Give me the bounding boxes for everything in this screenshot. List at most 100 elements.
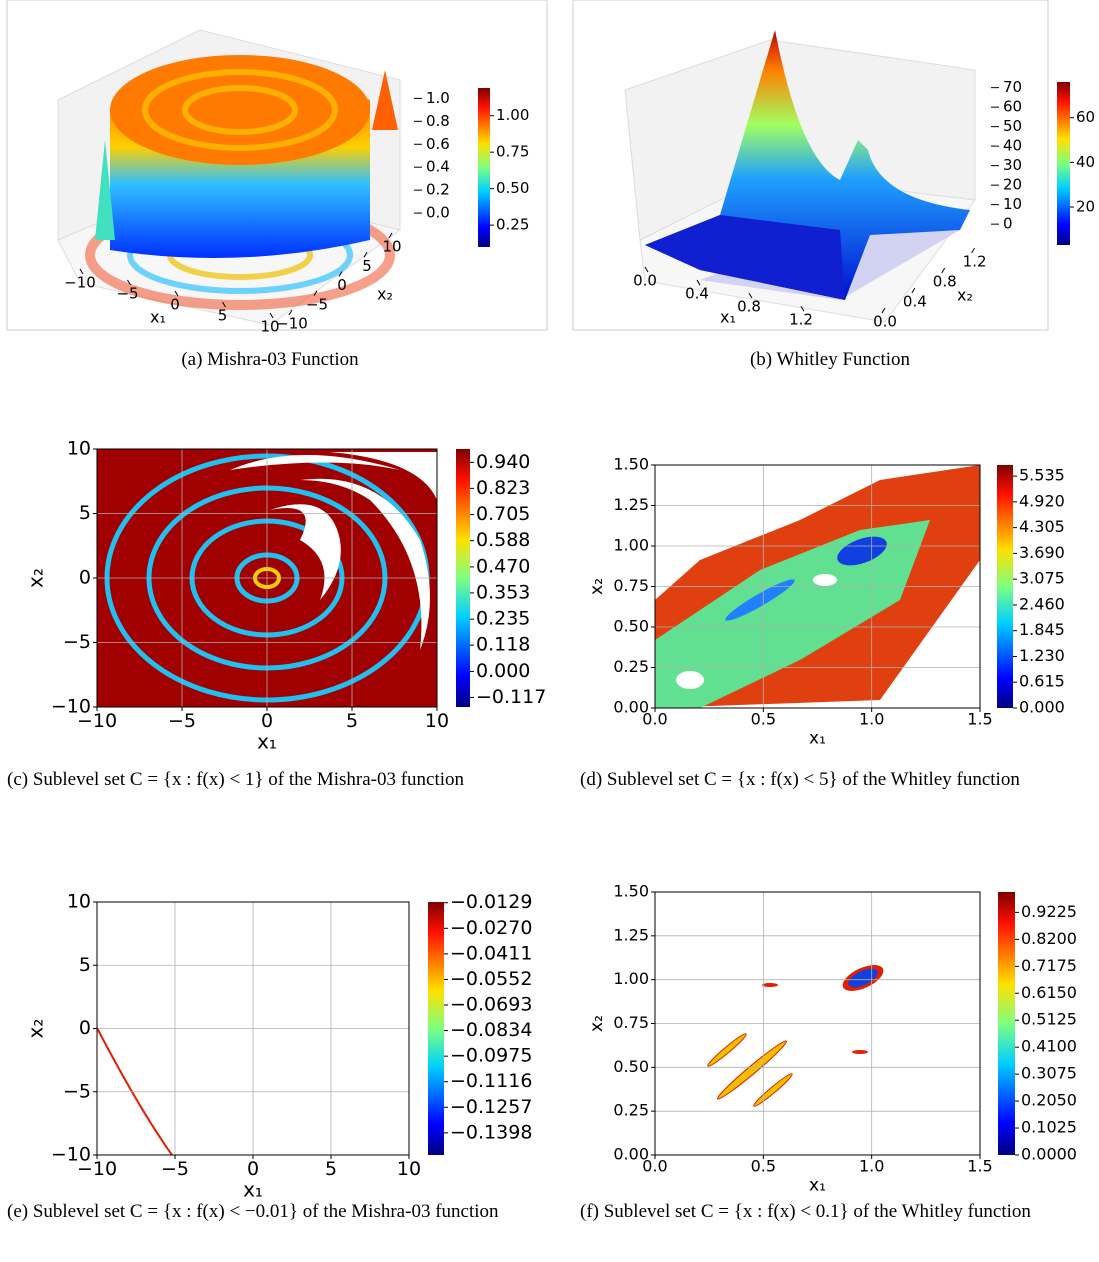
colorbar-tick-label: 0.5125 <box>1021 1010 1077 1029</box>
z-tick-label: 20 <box>1003 176 1022 194</box>
x-tick-label: 10 <box>260 318 279 336</box>
x-axis-label: x₁ <box>150 308 166 327</box>
colorbar-tick-label: −0.117 <box>476 686 546 708</box>
y-tick-label: 0.75 <box>613 1013 649 1032</box>
y-tick-label: −10 <box>51 696 91 718</box>
y-axis-label: x₂ <box>24 1019 48 1039</box>
z-tick-label: 0.6 <box>426 135 450 153</box>
colorbar-tick-label: −0.0411 <box>450 942 532 964</box>
x-tick <box>644 266 649 273</box>
colorbar-tick-label: 2.460 <box>1019 594 1065 613</box>
x-tick-label: 0.5 <box>751 710 776 729</box>
y-tick-label: 1.00 <box>613 536 649 555</box>
y-axis-label: x₂ <box>957 286 973 305</box>
x-tick-label: −10 <box>64 274 96 292</box>
colorbar-tick-label: 20 <box>1076 198 1095 216</box>
y-tick-label: 0.50 <box>613 617 649 636</box>
y-tick-label: 5 <box>362 257 372 275</box>
colorbar-tick-label: 0.25 <box>496 216 529 234</box>
x-tick-label: 10 <box>425 710 449 732</box>
y-tick <box>388 232 393 239</box>
colorbar-tick-label: 40 <box>1076 153 1095 171</box>
x-tick-label: 1.5 <box>967 1157 992 1176</box>
plot-frame <box>96 448 438 708</box>
z-tick-label: 0 <box>1003 215 1013 233</box>
x-tick <box>79 268 84 275</box>
z-tick-label: 1.0 <box>426 89 450 107</box>
y-tick-label: 0.75 <box>613 576 649 595</box>
x-tick-label: 0.0 <box>633 272 657 290</box>
x-tick-label: 1.2 <box>789 311 813 329</box>
y-tick <box>338 271 343 277</box>
y-tick-label: 0.4 <box>903 293 927 311</box>
y-tick-label: 0.50 <box>613 1057 649 1076</box>
colorbar-tick-label: −0.0693 <box>450 994 532 1016</box>
caption: (b) Whitley Function <box>749 349 911 370</box>
colorbar-tick-label: 3.075 <box>1019 569 1065 588</box>
colorbar-tick-label: 0.1025 <box>1021 1118 1077 1137</box>
colorbar-tick-label: 0.940 <box>476 451 530 473</box>
panel-frame <box>6 0 548 331</box>
colorbar-tick-label: 0.9225 <box>1021 902 1077 921</box>
sublevel-e <box>96 1027 173 1156</box>
x-tick-label: 0 <box>261 710 273 732</box>
x-tick-label: −5 <box>168 710 196 732</box>
x-tick-label: 5 <box>325 1158 337 1180</box>
y-tick-label: 0 <box>337 276 347 294</box>
y-tick <box>971 247 976 254</box>
x-tick <box>748 292 753 299</box>
y-axis-label: x₂ <box>24 568 48 588</box>
y-tick <box>313 290 318 297</box>
x-tick-label: 0 <box>247 1158 259 1180</box>
y-tick-label: 1.25 <box>613 495 649 514</box>
y-tick-label: 0 <box>79 1017 91 1039</box>
colorbar-tick-label: 0.2050 <box>1021 1091 1077 1110</box>
x-tick-label: −10 <box>77 1158 117 1180</box>
y-tick-label: −5 <box>306 295 328 313</box>
colorbar <box>997 465 1013 708</box>
colorbar-tick-label: 60 <box>1076 108 1095 126</box>
x-tick <box>696 279 701 286</box>
colorbar-tick-label: −0.1257 <box>450 1096 532 1118</box>
x-tick-label: 1.5 <box>967 710 992 729</box>
y-tick-label: 0.8 <box>933 273 957 291</box>
y-tick-label: 10 <box>67 891 91 913</box>
x-tick-label: −5 <box>161 1158 189 1180</box>
colorbar-tick-label: 0.8200 <box>1021 929 1077 948</box>
y-tick-label: −5 <box>63 1080 91 1102</box>
colorbar-tick-label: −0.0834 <box>450 1019 532 1041</box>
x-tick-label: −10 <box>77 710 117 732</box>
x-axis-label: x₁ <box>257 730 277 754</box>
x-tick-label: 1.0 <box>859 1157 884 1176</box>
x-axis-label: x₁ <box>720 308 736 327</box>
y-tick-label: 10 <box>67 438 91 460</box>
z-tick-label: 50 <box>1003 117 1022 135</box>
x-tick <box>269 312 274 319</box>
colorbar-tick-label: −0.1116 <box>450 1070 532 1092</box>
x-tick <box>800 305 805 312</box>
colorbar-tick-label: 0.7175 <box>1021 956 1077 975</box>
colorbar-tick-label: 0.000 <box>476 660 530 682</box>
colorbar-tick-label: 0.823 <box>476 477 530 499</box>
y-tick-label: 0.00 <box>613 1145 649 1164</box>
x-axis-label: x₁ <box>243 1178 263 1202</box>
x-tick-label: 5 <box>218 307 228 325</box>
y-axis-label: x₂ <box>587 578 607 595</box>
z-tick-label: 0.8 <box>426 112 450 130</box>
y-tick-label: −10 <box>276 315 308 333</box>
y-tick-label: 5 <box>79 954 91 976</box>
caption: (f) Sublevel set C = {x : f(x) < 0.1} of… <box>580 1201 1031 1222</box>
colorbar <box>428 902 444 1155</box>
caption: (d) Sublevel set C = {x : f(x) < 5} of t… <box>580 769 1020 790</box>
x-tick <box>127 279 131 286</box>
z-tick-label: 10 <box>1003 195 1022 213</box>
y-tick-label: 1.25 <box>613 925 649 944</box>
x-tick-label: 5 <box>346 710 358 732</box>
y-tick <box>288 309 293 316</box>
colorbar-tick-label: 0.3075 <box>1021 1064 1077 1083</box>
colorbar-tick-label: 0.470 <box>476 555 530 577</box>
caption: (e) Sublevel set C = {x : f(x) < −0.01} … <box>7 1201 499 1222</box>
colorbar-tick-label: 1.00 <box>496 106 529 124</box>
colorbar-tick-label: 1.845 <box>1019 620 1065 639</box>
